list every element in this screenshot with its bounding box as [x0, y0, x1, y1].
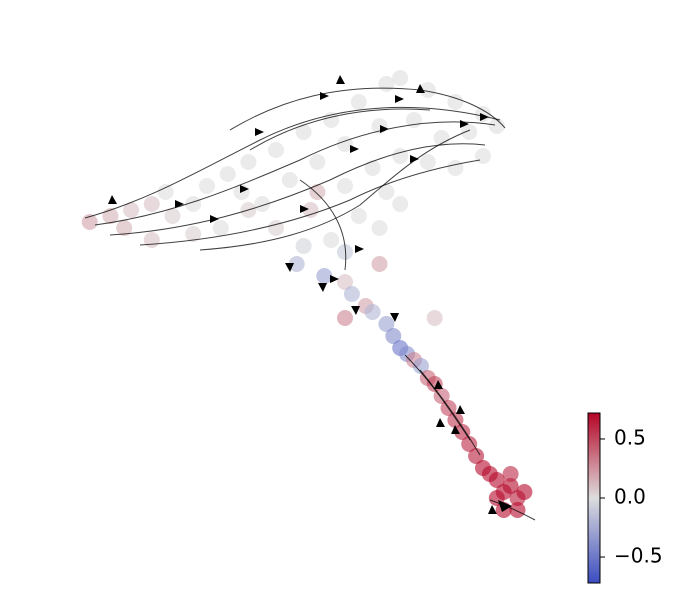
point	[337, 178, 353, 194]
point	[337, 310, 353, 326]
point	[116, 220, 133, 236]
point	[185, 196, 202, 212]
point	[371, 118, 388, 134]
point	[419, 82, 436, 98]
colorbar-tick-label: 0.0	[614, 485, 646, 509]
point	[123, 202, 140, 218]
point	[371, 256, 388, 272]
point	[516, 484, 533, 500]
point	[461, 436, 478, 452]
point	[316, 268, 333, 284]
point	[350, 94, 367, 110]
point	[502, 466, 519, 482]
point	[385, 328, 402, 344]
point	[268, 142, 284, 158]
point	[164, 208, 181, 224]
point	[309, 184, 326, 200]
point	[288, 256, 305, 272]
point	[240, 154, 257, 170]
colorbar	[587, 412, 601, 584]
point	[343, 286, 360, 302]
point	[475, 148, 491, 164]
point	[157, 184, 174, 200]
point	[488, 118, 505, 134]
point	[364, 160, 381, 176]
point	[102, 208, 119, 224]
point	[309, 154, 326, 170]
point	[185, 226, 202, 242]
point	[392, 196, 409, 212]
point	[426, 310, 443, 326]
point	[371, 220, 388, 236]
point	[302, 202, 319, 218]
point	[337, 244, 353, 260]
point	[350, 208, 367, 224]
point	[454, 424, 471, 440]
point	[488, 472, 505, 488]
point	[447, 94, 464, 110]
point	[143, 232, 160, 248]
point	[461, 124, 478, 140]
point	[378, 76, 395, 92]
point	[447, 160, 464, 176]
point	[295, 238, 312, 254]
streamlines	[84, 87, 536, 521]
point	[378, 316, 395, 332]
point	[254, 196, 271, 212]
point	[219, 166, 236, 182]
point	[143, 196, 160, 212]
point	[433, 130, 450, 146]
point	[468, 448, 485, 464]
point	[509, 502, 526, 518]
point	[392, 70, 409, 86]
point	[268, 220, 284, 236]
point	[295, 124, 312, 140]
point	[199, 178, 215, 194]
point	[337, 274, 353, 290]
points	[81, 70, 533, 518]
point	[364, 304, 381, 320]
colorbar-tick-label: 0.5	[614, 425, 646, 449]
point	[323, 232, 340, 248]
colorbar-tick-label: −0.5	[614, 544, 663, 568]
point	[475, 106, 491, 122]
arrows	[108, 75, 512, 514]
point	[392, 148, 409, 164]
point	[502, 478, 519, 494]
point	[212, 220, 229, 236]
point	[419, 154, 436, 170]
point	[412, 358, 429, 374]
point	[281, 172, 298, 188]
point	[378, 184, 395, 200]
